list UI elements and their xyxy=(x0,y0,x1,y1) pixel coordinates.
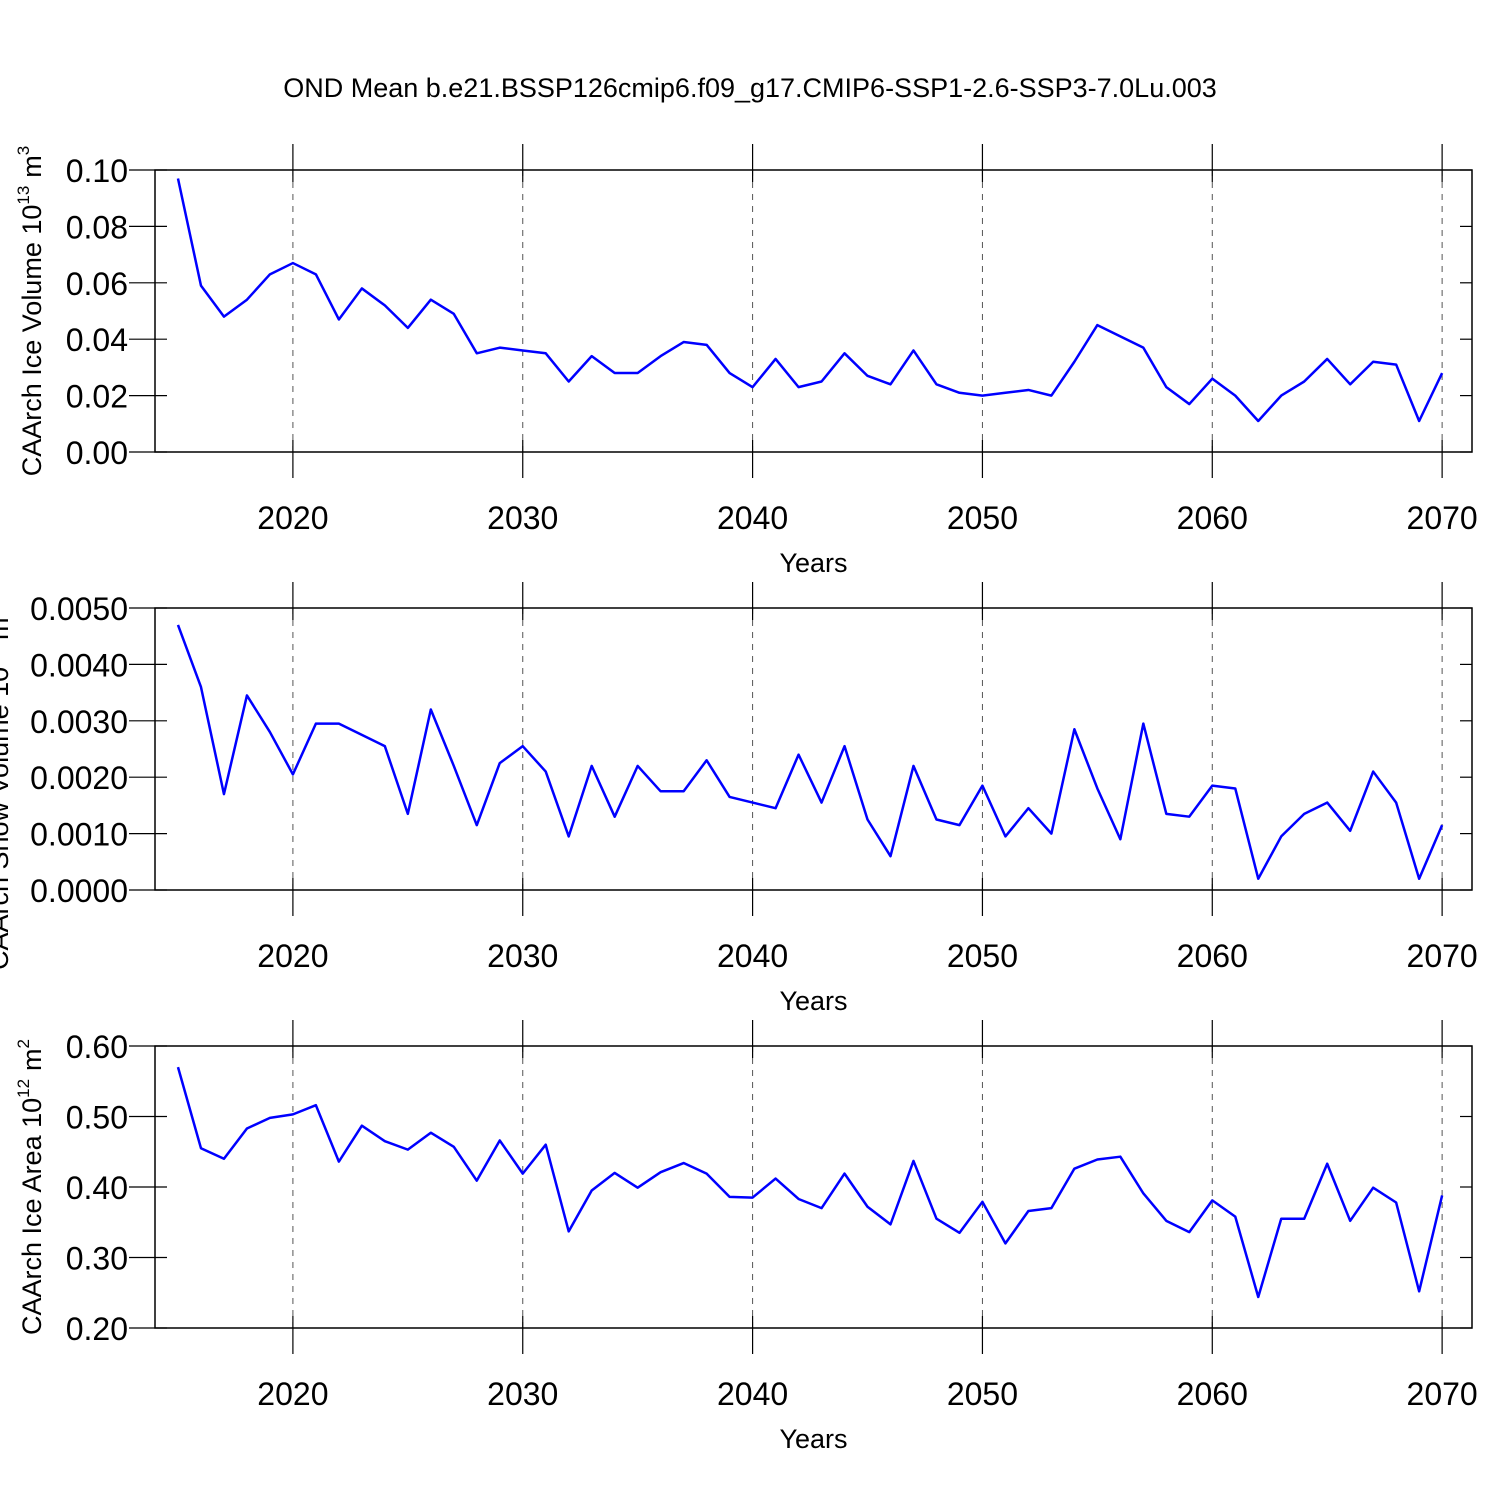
y-tick-label: 0.30 xyxy=(66,1241,128,1277)
x-axis-label: Years xyxy=(779,986,847,1016)
y-axis-label: CAArch Ice Volume 1013 m3 xyxy=(14,146,47,477)
panel: 2020 2030 2040 2050 2060 2070 0.00 0.02 0.04 0.06… xyxy=(14,144,1478,578)
x-tick-label: 2060 xyxy=(1177,938,1248,974)
x-tick-label: 2050 xyxy=(947,938,1018,974)
y-tick-label: 0.0020 xyxy=(30,760,128,796)
y-axis-label-exp: 12 xyxy=(14,1079,33,1098)
panel: 2020 2030 2040 2050 2060 2070 0.20 0.30 0.40 0.50… xyxy=(14,1020,1478,1454)
x-tick-label: 2020 xyxy=(257,938,328,974)
y-tick-label: 0.0050 xyxy=(30,591,128,627)
x-tick-label: 2060 xyxy=(1177,1376,1248,1412)
data-line xyxy=(176,178,1444,423)
y-axis-label-unit-exp: 3 xyxy=(14,146,33,155)
y-tick-label: 0.20 xyxy=(66,1311,128,1347)
y-tick-label: 0.40 xyxy=(66,1170,128,1206)
y-tick-label: 0.10 xyxy=(66,153,128,189)
x-tick-label: 2040 xyxy=(717,500,788,536)
data-line xyxy=(176,624,1444,880)
plot-frame xyxy=(154,1045,1473,1329)
y-tick-label: 0.0000 xyxy=(30,873,128,909)
x-tick-label: 2020 xyxy=(257,1376,328,1412)
x-tick-label: 2040 xyxy=(717,938,788,974)
panel: 2020 2030 2040 2050 2060 2070 0.0000 0.0010 0.00… xyxy=(0,582,1478,1016)
x-tick-label: 2070 xyxy=(1407,500,1478,536)
y-axis-label-exp: 13 xyxy=(14,186,33,205)
y-tick-label: 0.04 xyxy=(66,322,128,358)
y-axis-label-unit: m xyxy=(0,617,14,640)
x-tick-label: 2070 xyxy=(1407,938,1478,974)
y-axis-label-text: CAArch Ice Volume 10 xyxy=(17,205,47,477)
data-line xyxy=(176,1066,1444,1299)
y-tick-label: 0.08 xyxy=(66,209,128,245)
plot-frame xyxy=(154,169,1473,453)
x-tick-label: 2030 xyxy=(487,1376,558,1412)
y-tick-label: 0.00 xyxy=(66,435,128,471)
y-tick-label: 0.60 xyxy=(66,1029,128,1065)
plot-frame xyxy=(154,607,1473,891)
y-axis-label-text: CAArch Snow Volume 10 xyxy=(0,667,14,970)
x-tick-label: 2070 xyxy=(1407,1376,1478,1412)
x-tick-label: 2040 xyxy=(717,1376,788,1412)
x-axis-label: Years xyxy=(779,548,847,578)
y-axis-label-unit: m xyxy=(17,1048,47,1071)
x-tick-label: 2030 xyxy=(487,938,558,974)
x-tick-label: 2050 xyxy=(947,1376,1018,1412)
y-axis-label-text: CAArch Ice Area 10 xyxy=(17,1098,47,1335)
y-axis-label: CAArch Ice Area 1012 m2 xyxy=(14,1039,47,1335)
x-tick-label: 2020 xyxy=(257,500,328,536)
y-axis-label: CAArch Snow Volume 1013m3 xyxy=(0,608,14,970)
x-tick-label: 2030 xyxy=(487,500,558,536)
y-tick-label: 0.06 xyxy=(66,266,128,302)
x-tick-label: 2050 xyxy=(947,500,1018,536)
y-axis-label-unit-exp: 2 xyxy=(14,1039,33,1048)
y-axis-label-unit: m xyxy=(17,155,47,178)
y-tick-label: 0.0010 xyxy=(30,817,128,853)
x-tick-label: 2060 xyxy=(1177,500,1248,536)
x-axis-label: Years xyxy=(779,1424,847,1454)
y-tick-label: 0.50 xyxy=(66,1100,128,1136)
y-tick-label: 0.02 xyxy=(66,379,128,415)
y-tick-label: 0.0030 xyxy=(30,704,128,740)
y-tick-label: 0.0040 xyxy=(30,647,128,683)
chart-title: OND Mean b.e21.BSSP126cmip6.f09_g17.CMIP… xyxy=(283,73,1217,103)
